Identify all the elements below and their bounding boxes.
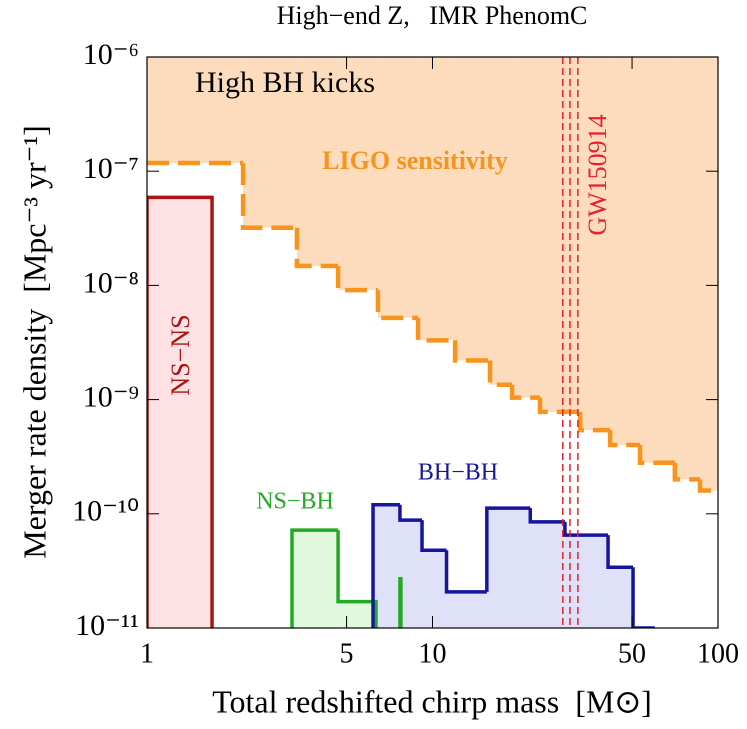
bin-fill xyxy=(147,57,244,163)
bin-line xyxy=(537,397,581,415)
y-tick-label: 10⁻⁸ xyxy=(83,266,139,299)
bin-line xyxy=(375,290,419,321)
bin-fill xyxy=(243,57,297,228)
y-tick-label: 10⁻⁶ xyxy=(83,38,139,71)
bin-fill xyxy=(486,508,531,628)
bin-fill xyxy=(610,57,640,446)
series-label: NS−BH xyxy=(256,489,334,515)
bin-fill xyxy=(338,601,376,628)
bin-fill xyxy=(399,520,423,628)
bin-fill xyxy=(418,57,456,341)
series-label: NS−NS xyxy=(166,314,195,395)
plot-area xyxy=(147,57,718,628)
bin-line xyxy=(577,411,611,433)
bin-fill xyxy=(674,57,701,480)
bin-fill xyxy=(377,57,419,318)
bin-line xyxy=(444,550,487,594)
bin-fill xyxy=(512,57,541,398)
x-tick-label: 1 xyxy=(140,638,154,669)
y-tick-label: 10⁻⁷ xyxy=(83,152,139,185)
bin-line xyxy=(398,504,423,522)
event-label: GW150914 xyxy=(583,114,612,235)
fills xyxy=(147,57,718,628)
x-axis-label: Total redshifted chirp mass [M⊙] xyxy=(212,683,652,719)
bin-line xyxy=(563,521,609,537)
bin-line xyxy=(528,508,565,524)
bin-fill xyxy=(291,530,339,628)
bin-fill xyxy=(530,521,565,628)
bin-fill xyxy=(639,57,675,463)
bin-line xyxy=(371,503,400,628)
bin-line xyxy=(607,430,640,448)
bin-line xyxy=(294,227,339,269)
bin-fill xyxy=(564,535,609,628)
x-tick-label: 100 xyxy=(697,638,739,669)
bin-line xyxy=(290,528,339,628)
bin-fill xyxy=(147,197,213,628)
x-tick-label: 50 xyxy=(618,638,646,669)
bin-fill xyxy=(608,567,634,628)
bin-line xyxy=(509,384,541,400)
bin-line xyxy=(697,479,718,493)
bin-line xyxy=(420,520,447,552)
bin-line xyxy=(147,195,214,628)
bin-line xyxy=(240,162,297,230)
bin-line xyxy=(631,567,655,628)
bin-fill xyxy=(540,57,581,412)
lines xyxy=(147,57,718,628)
y-tick-label: 10⁻⁹ xyxy=(83,380,139,413)
bin-line xyxy=(335,265,378,293)
bin-line xyxy=(398,576,403,628)
bin-line xyxy=(485,506,531,592)
y-tick-label: 10⁻¹⁰ xyxy=(72,495,139,528)
bin-fill xyxy=(296,57,339,266)
bin-line xyxy=(606,535,634,570)
bin-line xyxy=(672,462,701,482)
bin-line xyxy=(452,340,490,363)
series-label: BH−BH xyxy=(418,460,498,486)
x-tick-label: 5 xyxy=(340,638,354,669)
bin-line xyxy=(637,445,675,465)
annotation: High BH kicks xyxy=(195,66,375,99)
bin-fill xyxy=(580,57,611,431)
y-tick-label: 10⁻¹¹ xyxy=(75,609,139,642)
bin-fill xyxy=(422,550,447,628)
bin-line xyxy=(487,360,513,387)
x-tick-label: 10 xyxy=(419,638,447,669)
bin-fill xyxy=(700,57,718,491)
bin-fill xyxy=(446,591,487,628)
bin-line xyxy=(336,530,378,628)
series-label: LIGO sensitivity xyxy=(322,146,508,175)
bin-fill xyxy=(338,57,378,291)
bin-fill xyxy=(489,57,513,385)
bin-fill xyxy=(455,57,490,361)
chart-title: High−end Z, IMR PhenomC xyxy=(277,1,588,30)
bin-line xyxy=(415,317,456,343)
y-axis-label: Merger rate density [Mpc⁻³ yr⁻¹] xyxy=(16,125,52,559)
